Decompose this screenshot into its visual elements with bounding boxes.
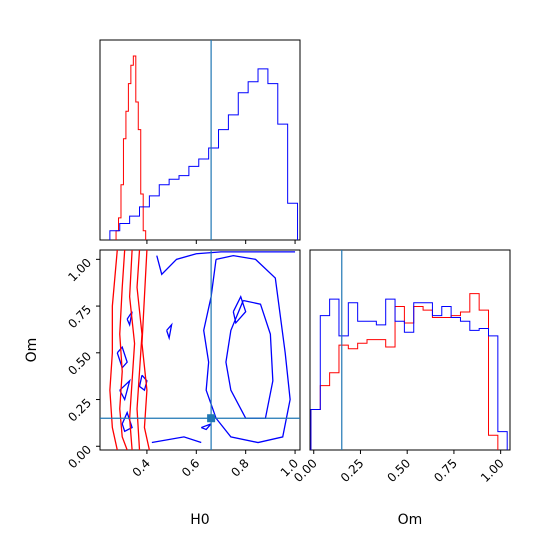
blue-contour-1 — [225, 299, 274, 419]
om-histogram-frame — [309, 249, 511, 451]
om-xtick-label-1: 0.25 — [338, 456, 367, 485]
joint-contour-frame — [99, 249, 301, 451]
om-xtick-label-2: 0.50 — [385, 456, 414, 485]
blue-contour-2 — [156, 251, 296, 276]
om-histogram-panel — [309, 249, 511, 451]
om-histogram-series-0 — [310, 293, 499, 450]
joint-ytick-label-3: 0.75 — [65, 302, 94, 331]
h0-histogram-series-1 — [109, 68, 299, 240]
y-axis-label-om: Om — [24, 338, 40, 363]
blue-contour-6 — [126, 311, 133, 327]
joint-contour-lines — [109, 250, 296, 450]
blue-contour-11 — [201, 423, 212, 431]
joint-ytick-label-1: 0.25 — [65, 396, 94, 425]
red-contour-3 — [136, 250, 143, 450]
h0-histogram-frame — [99, 39, 301, 241]
joint-xtick-label-1: 0.6 — [179, 456, 202, 479]
om-histogram-series-1 — [310, 298, 508, 450]
h0-histogram-series-0 — [115, 55, 147, 240]
blue-contour-10 — [151, 436, 202, 444]
joint-ytick-label-0: 0.00 — [65, 442, 94, 471]
red-contour-1 — [119, 250, 128, 450]
om-xtick-label-4: 1.00 — [478, 456, 507, 485]
red-contour-4 — [141, 250, 151, 450]
blue-contour-8 — [232, 295, 247, 325]
joint-truth-marker — [207, 414, 216, 423]
joint-ytick-label-2: 0.50 — [65, 349, 94, 378]
joint-ytick-label-4: 1.00 — [65, 256, 94, 285]
blue-contour-7 — [166, 322, 173, 341]
red-contour-2 — [128, 250, 136, 450]
h0-histogram-panel — [99, 39, 301, 244]
joint-xtick-label-0: 0.4 — [130, 456, 153, 479]
red-contour-0 — [109, 250, 118, 450]
x-axis-label-h0: H0 — [190, 512, 209, 528]
blue-contour-9 — [121, 410, 133, 433]
blue-contour-4 — [119, 378, 131, 402]
om-xtick-label-3: 0.75 — [431, 456, 460, 485]
x-axis-label-om: Om — [398, 512, 423, 528]
blue-contour-0 — [203, 254, 291, 444]
joint-contour-panel — [99, 249, 301, 451]
joint-xtick-label-2: 0.8 — [228, 456, 251, 479]
